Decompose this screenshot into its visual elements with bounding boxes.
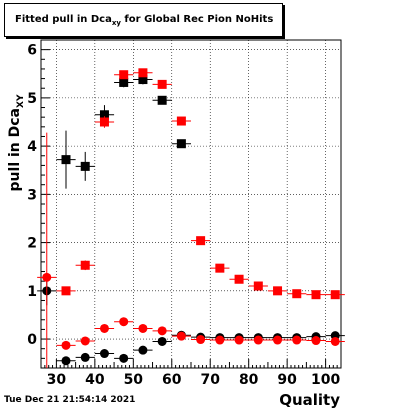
data-point-square: [234, 274, 244, 284]
data-point-circle: [119, 317, 129, 327]
data-point-square: [80, 260, 90, 270]
data-point-square: [176, 139, 186, 149]
data-point-square: [80, 161, 90, 171]
series-3: [37, 132, 345, 368]
data-point-square: [61, 286, 71, 296]
data-point-circle: [253, 335, 263, 345]
data-point-square: [253, 281, 263, 291]
data-series: [37, 68, 345, 368]
y-tick-label: 0: [27, 332, 37, 348]
data-point-square: [196, 236, 206, 246]
data-point-circle: [157, 326, 167, 336]
data-point-circle: [99, 349, 109, 359]
series-0: [56, 74, 191, 189]
data-point-circle: [330, 336, 340, 346]
data-point-square: [119, 77, 129, 87]
data-point-square: [157, 95, 167, 105]
data-point-circle: [42, 272, 52, 282]
data-point-square: [99, 117, 109, 127]
x-tick-label: 80: [239, 372, 259, 388]
data-point-square: [157, 79, 167, 89]
data-point-circle: [119, 353, 129, 363]
plot-frame: [40, 39, 342, 369]
data-point-circle: [157, 336, 167, 346]
data-point-circle: [273, 335, 283, 345]
y-axis-label-sub: XY: [16, 94, 26, 108]
data-point-square: [138, 68, 148, 78]
x-axis-label: Quality: [279, 391, 340, 409]
x-tick-label: 50: [124, 372, 144, 388]
x-tick-label: 70: [200, 372, 220, 388]
data-point-circle: [80, 352, 90, 362]
data-point-circle: [196, 335, 206, 345]
grid: [41, 40, 341, 368]
data-point-square: [119, 70, 129, 80]
chart-title: Fitted pull in Dcaxy for Global Rec Pion…: [15, 14, 274, 27]
data-point-circle: [61, 340, 71, 350]
data-point-square: [330, 290, 340, 300]
data-point-square: [292, 289, 302, 299]
data-point-circle: [138, 345, 148, 355]
data-point-circle: [61, 356, 71, 366]
data-point-square: [176, 116, 186, 126]
x-tick-label: 100: [311, 372, 340, 388]
series-1: [56, 68, 345, 300]
data-point-circle: [215, 335, 225, 345]
data-point-square: [311, 290, 321, 300]
y-tick-label: 5: [27, 91, 37, 107]
x-tick-label: 60: [162, 372, 182, 388]
y-axis-label: pull in DcaXY: [7, 94, 26, 191]
data-point-square: [215, 263, 225, 273]
axis-ticks: 30 40 50 60 70 80 90 100 0 1 2 3 4 5 6: [27, 39, 342, 388]
data-point-square: [273, 286, 283, 296]
data-point-circle: [311, 336, 321, 346]
data-point-square: [99, 110, 109, 120]
x-tick-label: 90: [277, 372, 297, 388]
x-tick-label: 30: [47, 372, 67, 388]
y-tick-label: 1: [27, 284, 37, 300]
data-point-square: [61, 155, 71, 165]
data-point-circle: [234, 335, 244, 345]
y-axis-label-main: pull in Dca: [7, 108, 23, 191]
chart-title-box: Fitted pull in Dcaxy for Global Rec Pion…: [4, 3, 283, 37]
x-tick-label: 40: [85, 372, 105, 388]
y-tick-label: 4: [27, 139, 37, 155]
chart-title-suffix: for Global Rec Pion NoHits: [120, 14, 274, 25]
y-tick-label: 2: [27, 236, 37, 252]
data-point-circle: [80, 336, 90, 346]
chart-title-sub: xy: [111, 19, 121, 27]
data-point-circle: [99, 323, 109, 333]
data-point-square: [138, 75, 148, 85]
data-point-circle: [176, 331, 186, 341]
chart-title-prefix: Fitted pull in Dca: [15, 14, 112, 25]
data-point-circle: [138, 323, 148, 333]
y-tick-label: 6: [27, 43, 37, 59]
timestamp-footer: Tue Dec 21 21:54:14 2021: [4, 395, 136, 405]
data-point-circle: [292, 335, 302, 345]
y-tick-label: 3: [27, 187, 37, 203]
